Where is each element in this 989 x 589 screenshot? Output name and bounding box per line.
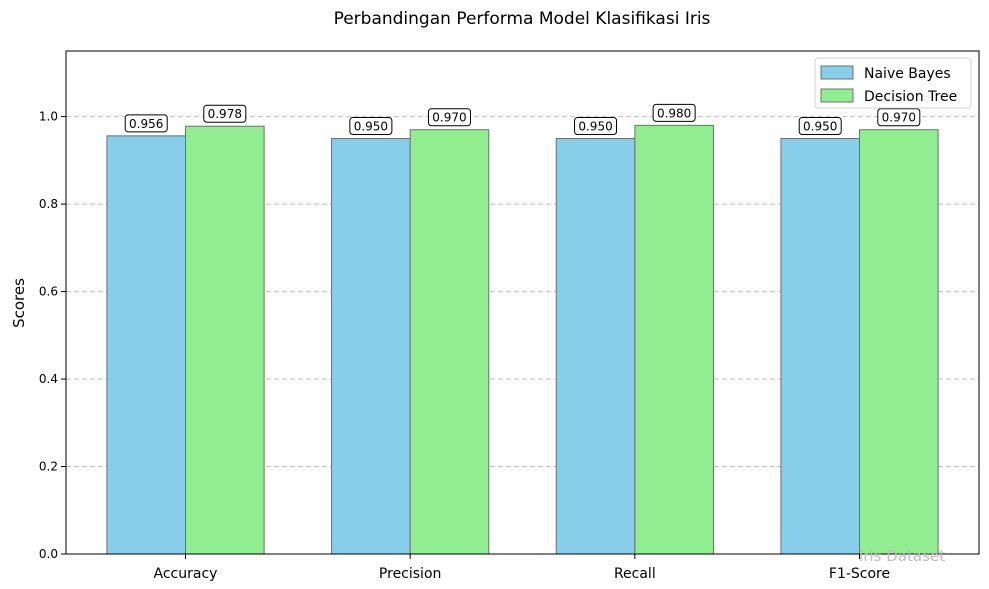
bar-naive-bayes-accuracy [106, 135, 186, 555]
legend: Naive Bayes Decision Tree [814, 57, 972, 109]
legend-swatch-decision-tree [820, 88, 854, 103]
data-label: 0.978 [208, 107, 242, 121]
bars-layer [106, 124, 939, 555]
bar-naive-bayes-precision [331, 137, 411, 555]
data-label: 0.980 [657, 106, 691, 120]
data-label-box [203, 104, 247, 123]
data-label-box [798, 116, 842, 135]
legend-swatch-naive-bayes [820, 65, 854, 80]
y-axis-label: Scores [10, 278, 28, 328]
data-label: 0.950 [578, 119, 612, 133]
data-label-box [427, 108, 471, 127]
chart-title: Perbandingan Performa Model Klasifikasi … [334, 9, 711, 29]
data-label-box [349, 116, 393, 135]
y-tick-label: 0.4 [39, 372, 58, 386]
bar-decision-tree-recall [634, 124, 714, 555]
x-tick-label: Precision [379, 566, 441, 582]
x-tick-label: Recall [614, 566, 656, 582]
bar-naive-bayes-recall [555, 137, 636, 555]
legend-frame [814, 57, 972, 109]
data-label: 0.950 [803, 119, 837, 133]
data-label-box [124, 114, 168, 133]
bar-decision-tree-f1-score [859, 129, 939, 555]
x-tick-label: Accuracy [154, 566, 218, 582]
y-tick-label: 0.6 [39, 285, 58, 299]
bar-naive-bayes-f1-score [780, 137, 861, 555]
y-tick-label: 1.0 [39, 110, 58, 124]
bar-decision-tree-accuracy [185, 125, 265, 555]
watermark-text: Iris Dataset [859, 547, 945, 565]
data-label: 0.950 [354, 119, 388, 133]
data-label-box [574, 116, 618, 135]
legend-label-naive-bayes: Naive Bayes [864, 66, 951, 82]
data-label: 0.970 [882, 111, 916, 125]
x-tick-label: F1-Score [829, 566, 890, 582]
plot-frame [65, 50, 980, 555]
y-axis: 0.0 0.2 0.4 0.6 0.8 1.0 [39, 110, 66, 561]
legend-label-decision-tree: Decision Tree [864, 89, 957, 105]
data-labels-layer: 0.956 0.978 0.950 0.970 0.950 0.980 0.950 0.970 [124, 103, 921, 135]
data-label-box [652, 103, 696, 122]
x-axis: Accuracy Precision Recall F1-Score [154, 554, 890, 582]
data-label: 0.956 [129, 117, 163, 131]
y-tick-label: 0.8 [39, 197, 58, 211]
bar-decision-tree-precision [409, 129, 490, 555]
data-label-box [877, 108, 921, 127]
data-label: 0.970 [432, 111, 466, 125]
y-tick-label: 0.0 [39, 547, 58, 561]
y-tick-label: 0.2 [39, 460, 58, 474]
